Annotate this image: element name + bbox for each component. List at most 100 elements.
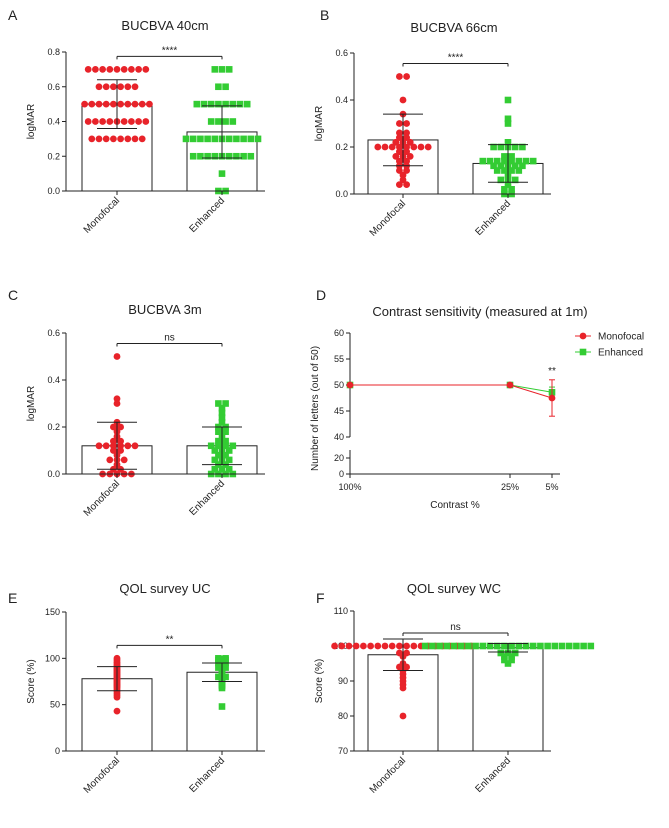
data-point-enhanced: [443, 642, 451, 650]
y-tick-label: 110: [334, 606, 348, 616]
data-point-enhanced: [193, 100, 201, 108]
data-point-monofocal: [396, 148, 403, 156]
panel-label: A: [8, 7, 18, 23]
data-point-monofocal: [113, 353, 121, 360]
data-point-enhanced: [189, 152, 197, 160]
data-point-monofocal: [138, 100, 146, 108]
data-point-monofocal: [124, 83, 132, 91]
data-point-enhanced: [207, 118, 215, 125]
data-point-enhanced: [515, 167, 523, 174]
data-point-monofocal: [410, 642, 418, 650]
data-point-monofocal: [331, 642, 338, 650]
data-point-monofocal: [124, 135, 132, 143]
y-tick-label: 0.6: [47, 82, 60, 92]
chart-title: Contrast sensitivity (measured at 1m): [372, 304, 587, 319]
data-point-monofocal: [396, 73, 403, 80]
x-tick-label: Enhanced: [473, 198, 513, 238]
data-point-monofocal: [102, 135, 110, 143]
data-point-monofocal: [102, 100, 110, 108]
data-point-monofocal: [99, 65, 106, 73]
data-point-enhanced: [200, 100, 208, 108]
data-point-monofocal: [110, 442, 117, 450]
y-axis-label: Score (%): [26, 659, 37, 703]
data-point-enhanced: [486, 642, 494, 650]
data-point-enhanced: [222, 442, 229, 450]
data-point-enhanced: [204, 152, 211, 160]
data-point-enhanced: [222, 83, 229, 91]
data-point-enhanced: [501, 153, 508, 160]
data-point-enhanced: [222, 451, 229, 459]
data-point-enhanced: [189, 135, 197, 143]
data-point-enhanced: [519, 162, 526, 170]
data-point-monofocal: [367, 642, 374, 650]
data-point-enhanced: [211, 466, 219, 473]
panel-e: E QOL survey UC 0 50 100 150 Score (%) Monofoca…: [8, 581, 265, 796]
data-point-enhanced: [218, 404, 226, 412]
x-tick-label: Enhanced: [473, 755, 513, 795]
data-point-monofocal: [117, 423, 124, 431]
y-tick-label: 100: [45, 653, 60, 663]
data-point-monofocal: [113, 395, 121, 403]
data-point-monofocal: [95, 135, 103, 143]
x-tick-label: Monofocal: [368, 198, 408, 238]
data-point-monofocal: [117, 100, 124, 108]
y-tick-label: 0.6: [335, 48, 348, 58]
y-tick-label: 0.2: [335, 142, 348, 152]
data-point-monofocal: [88, 135, 96, 143]
data-point-monofocal: [120, 65, 128, 73]
data-point-monofocal: [399, 171, 407, 179]
data-point-enhanced: [215, 442, 222, 450]
data-point-monofocal: [135, 65, 143, 73]
x-tick-label: 25%: [501, 482, 519, 492]
data-point-monofocal: [95, 442, 103, 450]
data-point-enhanced: [218, 466, 226, 473]
data-point-enhanced: [515, 642, 523, 650]
data-point-monofocal: [110, 100, 117, 108]
data-point-monofocal: [424, 143, 432, 151]
data-point-enhanced: [222, 100, 229, 108]
data-point-monofocal: [403, 181, 410, 189]
data-point-monofocal: [396, 134, 403, 142]
data-point-enhanced: [236, 100, 244, 108]
panel-c: C BUCBVA 3m 0.0 0.2 0.4 0.6 logMAR Monofocal Enh…: [8, 287, 265, 519]
data-point-enhanced: [504, 660, 512, 667]
data-point-enhanced: [207, 100, 215, 108]
data-point-enhanced: [240, 152, 247, 160]
x-tick-label: Monofocal: [82, 195, 122, 235]
data-point-monofocal: [99, 118, 106, 125]
data-point-monofocal: [117, 442, 124, 450]
y-axis-label: Score (%): [314, 659, 325, 703]
chart-title: BUCBVA 3m: [128, 302, 201, 317]
legend: Monofocal Enhanced: [575, 332, 644, 359]
data-point-monofocal: [131, 100, 139, 108]
data-point-enhanced: [211, 66, 219, 73]
data-point-monofocal: [403, 73, 410, 80]
y-tick-label: 60: [334, 328, 344, 338]
data-point-monofocal: [142, 65, 150, 73]
significance-label: ****: [448, 53, 464, 64]
data-point-enhanced: [501, 157, 508, 165]
x-tick-label: Enhanced: [187, 478, 227, 518]
data-point-enhanced: [222, 673, 229, 681]
data-point-monofocal: [102, 83, 110, 91]
panel-label: B: [320, 7, 329, 23]
data-point-enhanced: [511, 162, 519, 170]
data-point-enhanced: [247, 152, 255, 160]
data-point-enhanced: [218, 684, 226, 692]
x-tick-label: Monofocal: [82, 478, 122, 518]
data-point-enhanced: [215, 400, 222, 407]
data-point-enhanced: [493, 167, 501, 174]
data-point-monofocal: [396, 642, 403, 650]
y-tick-label: 20: [334, 453, 344, 463]
x-axis-label: Contrast %: [430, 500, 480, 511]
data-point-monofocal: [95, 83, 103, 91]
significance-label: **: [548, 366, 556, 377]
data-point-enhanced: [182, 135, 190, 143]
data-point-monofocal: [399, 712, 407, 720]
data-point-monofocal: [113, 693, 121, 701]
data-point-enhanced: [211, 447, 219, 454]
data-point-enhanced: [225, 135, 233, 143]
data-point-enhanced: [215, 451, 222, 459]
data-point-monofocal: [548, 394, 556, 402]
